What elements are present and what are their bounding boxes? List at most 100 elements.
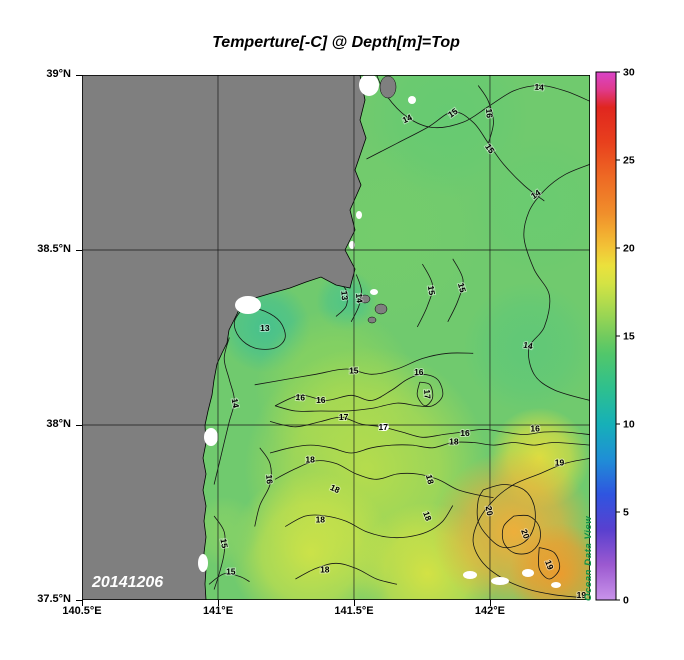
contour-label: 13 xyxy=(260,323,270,333)
contour-label: 18 xyxy=(424,473,436,485)
colorbar-tick-label: 10 xyxy=(623,419,635,431)
odv-watermark: Ocean Data View xyxy=(583,515,594,601)
contour-label: 16 xyxy=(484,108,495,119)
contour-label: 14 xyxy=(354,293,365,304)
contour-line-17 xyxy=(416,381,434,407)
colorbar-gradient xyxy=(595,71,617,601)
no-data-patch xyxy=(491,577,509,585)
grid-layer xyxy=(82,75,590,600)
date-stamp: 20141206 xyxy=(91,574,163,591)
ocean-layer xyxy=(82,75,590,600)
ocean-temp-blob xyxy=(463,281,590,415)
contour-label: 17 xyxy=(422,389,433,400)
no-data-patch xyxy=(198,554,208,572)
no-data-patch xyxy=(408,96,416,104)
ocean-temp-blob xyxy=(229,471,392,600)
contour-label: 18 xyxy=(316,515,326,525)
y-tick-label: 38°N xyxy=(46,418,71,431)
island xyxy=(367,316,377,324)
contour-label: 17 xyxy=(378,422,388,432)
contour-label: 16 xyxy=(295,392,306,403)
colorbar-tick-label: 30 xyxy=(623,68,635,79)
contour-label: 20 xyxy=(484,505,496,516)
contour-line-15 xyxy=(366,111,545,202)
contour-line-14 xyxy=(523,163,590,401)
contour-label: 16 xyxy=(316,395,326,405)
chart-title: Temperture[-C] @ Depth[m]=Top xyxy=(212,34,460,51)
colorbar-tick-label: 5 xyxy=(623,507,629,519)
no-data-patch xyxy=(551,582,561,588)
contour-label: 13 xyxy=(339,290,350,301)
contour-label: 19 xyxy=(577,590,587,600)
contour-line-20 xyxy=(476,484,536,549)
island xyxy=(359,294,371,304)
y-tick-label: 37.5°N xyxy=(37,593,71,605)
colorbar-tick-label: 0 xyxy=(623,595,629,607)
no-data-patch xyxy=(370,289,378,295)
y-tick-mark xyxy=(76,425,82,427)
island xyxy=(379,75,397,99)
contour-line-15 xyxy=(208,573,250,585)
contour-label: 14 xyxy=(534,82,545,93)
contour-line-19 xyxy=(538,547,561,580)
contour-line-18 xyxy=(285,505,454,539)
contour-label: 14 xyxy=(522,340,533,352)
colorbar-tick-label: 15 xyxy=(623,331,635,343)
contour-line-17 xyxy=(269,416,590,438)
x-tick-label: 140.5°E xyxy=(62,605,102,617)
ocean-temp-blob xyxy=(508,522,590,600)
no-data-patch xyxy=(359,75,379,96)
contour-line-16 xyxy=(274,373,444,412)
contour-label: 15 xyxy=(349,366,359,376)
x-tick-label: 141°E xyxy=(202,605,234,617)
contour-line-15 xyxy=(447,258,464,322)
contour-label: 16 xyxy=(460,428,470,438)
contour-label: 17 xyxy=(339,412,349,422)
colorbar-tick-label: 25 xyxy=(623,155,635,167)
contour-label: 18 xyxy=(449,436,459,446)
contour-line-18 xyxy=(295,562,398,585)
ocean-temp-blob xyxy=(468,135,590,278)
contour-label: 16 xyxy=(530,423,540,433)
y-tick-label: 39°N xyxy=(46,68,71,80)
contour-label: 16 xyxy=(414,367,424,377)
island xyxy=(374,303,388,315)
no-data-patch xyxy=(349,241,355,249)
contour-line-18 xyxy=(274,460,494,498)
contour-label: 15 xyxy=(218,538,230,549)
contour-line-14 xyxy=(213,337,235,485)
contour-label: 15 xyxy=(426,285,438,296)
contour-label: 18 xyxy=(305,454,315,464)
x-tick-label: 142°E xyxy=(474,605,506,617)
land-layer xyxy=(82,75,561,600)
contour-line-15 xyxy=(416,263,434,328)
contour-line-16 xyxy=(477,85,494,144)
contour-label: 15 xyxy=(226,567,236,577)
contour-line-18 xyxy=(269,441,590,454)
y-tick-mark xyxy=(76,600,82,601)
no-data-patch xyxy=(522,569,534,577)
x-tick-label: 141.5°E xyxy=(334,605,374,617)
contour-label: 14 xyxy=(230,398,242,409)
x-tick-mark xyxy=(489,600,491,606)
no-data-patch xyxy=(356,211,362,219)
contour-line-16 xyxy=(254,447,272,527)
contour-line-15 xyxy=(213,515,226,590)
no-data-patch xyxy=(463,571,477,579)
no-data-patch xyxy=(204,428,218,446)
contour-label: 15 xyxy=(456,282,468,294)
x-tick-mark xyxy=(217,600,219,606)
contour-line-20 xyxy=(501,514,541,555)
colorbar-tick-label: 20 xyxy=(623,243,635,255)
contour-line-13 xyxy=(233,305,286,350)
contour-line-15 xyxy=(254,352,474,386)
y-tick-mark xyxy=(76,75,82,76)
contour-label: 19 xyxy=(555,457,565,467)
colorbar: 0 5 10 15 20 25 30 xyxy=(595,68,635,607)
y-tick-mark xyxy=(76,249,82,251)
contour-label: 18 xyxy=(320,565,330,575)
contour-label: 16 xyxy=(264,474,275,485)
